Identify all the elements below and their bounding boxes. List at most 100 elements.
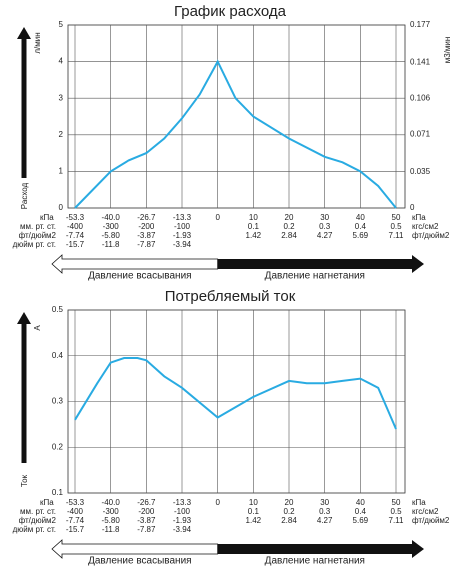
row-tick-label: 2.84 <box>281 516 297 525</box>
row-tick-label: 4.27 <box>317 516 333 525</box>
x-tick-label: 40 <box>356 213 365 222</box>
x-tick-label: -26.7 <box>137 213 156 222</box>
row-label: мм. рт. ст. <box>20 222 56 231</box>
axis-arrow <box>17 27 31 39</box>
y-axis-label: Ток <box>20 474 29 487</box>
row-label: фт/дюйм2 <box>412 231 450 240</box>
row-tick-label: 0.2 <box>283 222 295 231</box>
suction-label: Давление всасывания <box>88 556 192 567</box>
row-tick-label: -7.87 <box>137 525 156 534</box>
row-tick-label: -15.7 <box>66 525 85 534</box>
suction-arrow <box>51 539 219 559</box>
row-tick-label: 4.27 <box>317 231 333 240</box>
row-label: фт/дюйм2 <box>19 516 57 525</box>
row-tick-label: 1.42 <box>246 516 262 525</box>
x-tick-label: 30 <box>320 498 329 507</box>
row-tick-label: 7.11 <box>389 231 405 240</box>
y2-unit: м3/мин <box>443 37 452 64</box>
row-tick-label: 0.3 <box>319 222 331 231</box>
y-tick-label: 0.2 <box>52 442 64 451</box>
row-tick-label: -400 <box>67 222 84 231</box>
row-tick-label: -200 <box>138 507 155 516</box>
row-tick-label: -200 <box>138 222 155 231</box>
discharge-arrow <box>217 540 424 558</box>
row-tick-label: -3.87 <box>137 516 156 525</box>
row-tick-label: 0.4 <box>355 507 367 516</box>
y2-tick-label: 0.071 <box>410 130 431 139</box>
row-tick-label: -5.80 <box>102 516 121 525</box>
data-line <box>74 59 397 209</box>
y-tick-label: 2 <box>59 130 64 139</box>
y-tick-label: 4 <box>59 57 64 66</box>
plot-frame <box>67 24 406 209</box>
row-tick-label: 1.42 <box>246 231 262 240</box>
y-axis-label: Расход <box>20 182 29 209</box>
x-tick-label: 10 <box>249 213 258 222</box>
y2-tick-label: 0.177 <box>410 20 431 29</box>
row-label: кгс/см2 <box>412 222 439 231</box>
x-tick-label: 50 <box>392 498 401 507</box>
row-label: дюйм рт. ст. <box>13 525 56 534</box>
row-tick-label: -5.80 <box>102 231 121 240</box>
row-label: кгс/см2 <box>412 507 439 516</box>
x-tick-label: 20 <box>285 498 294 507</box>
x-tick-label: -40.0 <box>102 498 121 507</box>
row-tick-label: -15.7 <box>66 240 85 249</box>
x-unit-right: кПа <box>412 213 426 222</box>
row-tick-label: 5.69 <box>353 516 369 525</box>
row-tick-label: -400 <box>67 507 84 516</box>
row-tick-label: 5.69 <box>353 231 369 240</box>
axis-arrow <box>17 312 31 324</box>
row-tick-label: 2.84 <box>281 231 297 240</box>
y-unit: л/мин <box>33 32 42 53</box>
x-tick-label: 0 <box>215 498 220 507</box>
row-label: фт/дюйм2 <box>412 516 450 525</box>
x-tick-label: 20 <box>285 213 294 222</box>
y-tick-label: 0.4 <box>52 351 64 360</box>
row-tick-label: 0.1 <box>248 222 260 231</box>
y2-tick-label: 0.106 <box>410 94 431 103</box>
suction-label: Давление всасывания <box>88 271 192 282</box>
y2-tick-label: 0.035 <box>410 167 431 176</box>
row-label: дюйм рт. ст. <box>13 240 56 249</box>
y2-tick-label: 0.141 <box>410 57 431 66</box>
y-tick-label: 0.1 <box>52 488 64 497</box>
suction-arrow <box>51 254 219 274</box>
row-tick-label: 0.5 <box>390 507 402 516</box>
y2-tick-label: 0 <box>410 203 415 212</box>
row-tick-label: -7.87 <box>137 240 156 249</box>
x-tick-label: 30 <box>320 213 329 222</box>
discharge-arrow <box>217 255 424 273</box>
row-tick-label: 0.4 <box>355 222 367 231</box>
x-tick-label: 0 <box>215 213 220 222</box>
row-tick-label: 7.11 <box>389 516 405 525</box>
row-tick-label: -3.94 <box>173 240 192 249</box>
row-tick-label: 0.5 <box>390 222 402 231</box>
y-tick-label: 0.3 <box>52 397 64 406</box>
x-tick-label: -13.3 <box>173 213 192 222</box>
row-tick-label: -7.74 <box>66 231 85 240</box>
row-tick-label: -300 <box>103 507 120 516</box>
row-label: фт/дюйм2 <box>19 231 57 240</box>
y-tick-label: 0.5 <box>52 305 64 314</box>
x-tick-label: 10 <box>249 498 258 507</box>
row-tick-label: -11.8 <box>102 240 120 249</box>
row-tick-label: 0.1 <box>248 507 260 516</box>
x-tick-label: -53.3 <box>66 498 85 507</box>
row-label: мм. рт. ст. <box>20 507 56 516</box>
chart-title: Потребляемый ток <box>165 288 296 305</box>
x-tick-label: -26.7 <box>137 498 156 507</box>
chart-title: График расхода <box>174 3 287 20</box>
x-tick-label: -53.3 <box>66 213 85 222</box>
discharge-label: Давление нагнетания <box>265 271 365 282</box>
x-tick-label: -13.3 <box>173 498 192 507</box>
row-tick-label: -100 <box>174 507 191 516</box>
x-unit-left: кПа <box>40 498 54 507</box>
y-tick-label: 5 <box>59 20 64 29</box>
row-tick-label: -1.93 <box>173 516 192 525</box>
x-unit-left: кПа <box>40 213 54 222</box>
row-tick-label: 0.2 <box>283 507 295 516</box>
discharge-label: Давление нагнетания <box>265 556 365 567</box>
x-tick-label: 50 <box>392 213 401 222</box>
